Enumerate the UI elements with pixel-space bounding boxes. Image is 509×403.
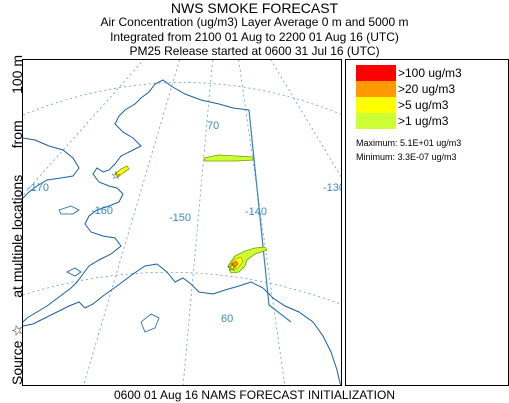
russia-coastline bbox=[23, 137, 80, 199]
legend-maximum: Maximum: 5.1E+01 ug/m3 bbox=[356, 138, 462, 148]
lat-label-60: 60 bbox=[221, 313, 233, 325]
lat-grid-60 bbox=[23, 271, 341, 305]
integration-period: Integrated from 2100 01 Aug to 2200 01 A… bbox=[110, 30, 399, 44]
source-star-west: ☆ bbox=[111, 169, 121, 182]
footer-initialization: 0600 01 Aug 16 NAMS FORECAST INITIALIZAT… bbox=[114, 388, 395, 402]
release-info: PM25 Release started at 0600 31 Jul 16 (… bbox=[129, 44, 380, 58]
legend-minimum: Minimum: 3.3E-07 ug/m3 bbox=[356, 152, 457, 162]
lon-label-150: -150 bbox=[169, 212, 191, 224]
smoke-plume-west bbox=[114, 165, 130, 178]
island-nunivak bbox=[66, 267, 82, 277]
smoke-plume-north bbox=[203, 154, 254, 162]
lat-label-70: 70 bbox=[207, 120, 219, 132]
legend-swatch-100 bbox=[356, 65, 396, 81]
island-kodiak bbox=[140, 313, 160, 333]
legend-row-1: >1 ug/m3 bbox=[356, 113, 448, 129]
source-star-interior: ☆ bbox=[227, 261, 237, 274]
legend-row-100: >100 ug/m3 bbox=[356, 65, 462, 81]
legend-row-20: >20 ug/m3 bbox=[356, 81, 455, 97]
lon-grid-140 bbox=[238, 60, 286, 385]
map-panel: ☆ ☆ -170 -160 -150 -140 -130 70 60 bbox=[22, 59, 342, 386]
lon-label-130: -130 bbox=[323, 182, 342, 194]
lon-grid-130 bbox=[270, 60, 341, 178]
lon-grid-150 bbox=[182, 60, 213, 385]
legend-row-5: >5 ug/m3 bbox=[356, 97, 448, 113]
lon-grid-160 bbox=[83, 60, 180, 385]
legend-label-100: >100 ug/m3 bbox=[398, 66, 462, 80]
legend-label-5: >5 ug/m3 bbox=[398, 98, 449, 112]
lon-label-170: -170 bbox=[27, 182, 49, 194]
legend-swatch-1 bbox=[356, 113, 396, 129]
lon-label-140: -140 bbox=[245, 206, 267, 218]
legend-panel: >100 ug/m3 >20 ug/m3 >5 ug/m3 >1 ug/m3 M… bbox=[345, 59, 509, 386]
legend-label-20: >20 ug/m3 bbox=[398, 82, 456, 96]
page-title: NWS SMOKE FORECAST bbox=[170, 0, 339, 16]
legend-label-1: >1 ug/m3 bbox=[398, 114, 449, 128]
legend-swatch-5 bbox=[356, 97, 396, 113]
legend-swatch-20 bbox=[356, 81, 396, 97]
lon-grid-170 bbox=[23, 60, 145, 196]
map-svg: ☆ ☆ -170 -160 -150 -140 -130 70 60 bbox=[23, 60, 342, 385]
lon-label-160: -160 bbox=[91, 205, 113, 217]
border-line bbox=[248, 109, 292, 323]
alaska-coastline bbox=[23, 79, 341, 385]
smoke-plume-interior-core bbox=[231, 260, 239, 268]
island-st-lawrence bbox=[58, 205, 80, 215]
concentration-subtitle: Air Concentration (ug/m3) Layer Average … bbox=[100, 15, 409, 29]
